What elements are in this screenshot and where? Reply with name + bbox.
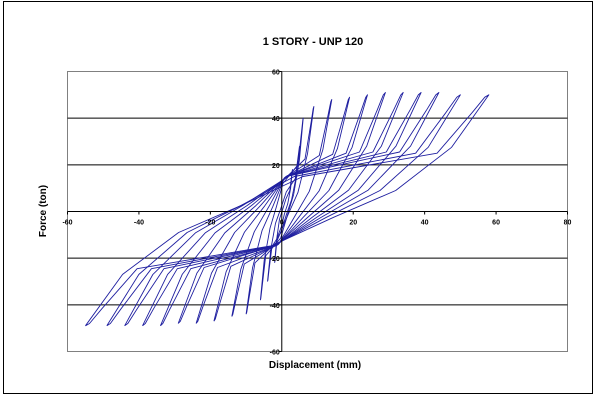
hysteresis-loop-8 — [177, 92, 386, 324]
chart-frame: 1 STORY - UNP 120 -60-40-20020406080 -60… — [3, 1, 593, 394]
x-tick-label: 20 — [349, 220, 357, 227]
hysteresis-loop-11 — [124, 92, 440, 327]
chart-title: 1 STORY - UNP 120 — [263, 36, 363, 48]
y-tick-label: 60 — [272, 70, 280, 77]
x-axis-title: Displacement (mm) — [269, 360, 361, 371]
x-axis-ticks: -60-40-20020406080 — [62, 211, 572, 227]
hysteresis-loop-6 — [213, 96, 351, 322]
x-tick-label: -60 — [62, 220, 72, 227]
hysteresis-loop-13 — [85, 94, 490, 327]
y-tick-label: -20 — [270, 256, 280, 263]
y-tick-label: 20 — [272, 163, 280, 170]
y-tick-label: 40 — [272, 116, 280, 123]
hysteresis-loop-5 — [231, 99, 333, 317]
x-tick-label: -20 — [205, 220, 215, 227]
hysteresis-loop-4 — [245, 106, 315, 315]
hysteresis-loop-10 — [142, 92, 422, 327]
hysteresis-loop-7 — [195, 94, 368, 324]
hysteresis-loop-9 — [159, 92, 404, 327]
x-tick-label: 40 — [421, 220, 429, 227]
x-tick-label: -40 — [134, 220, 144, 227]
hysteresis-loop-12 — [106, 94, 461, 327]
y-tick-label: -60 — [270, 350, 280, 357]
y-axis-title: Force (ton) — [38, 185, 49, 237]
chart-svg: 1 STORY - UNP 120 -60-40-20020406080 -60… — [3, 1, 593, 394]
x-tick-label: 60 — [492, 220, 500, 227]
hysteresis-loop-3 — [259, 117, 304, 301]
y-tick-label: -40 — [270, 303, 280, 310]
y-axis-ticks: -60 -40 -20 20 40 60 — [270, 70, 283, 357]
x-tick-label: 80 — [564, 220, 572, 227]
